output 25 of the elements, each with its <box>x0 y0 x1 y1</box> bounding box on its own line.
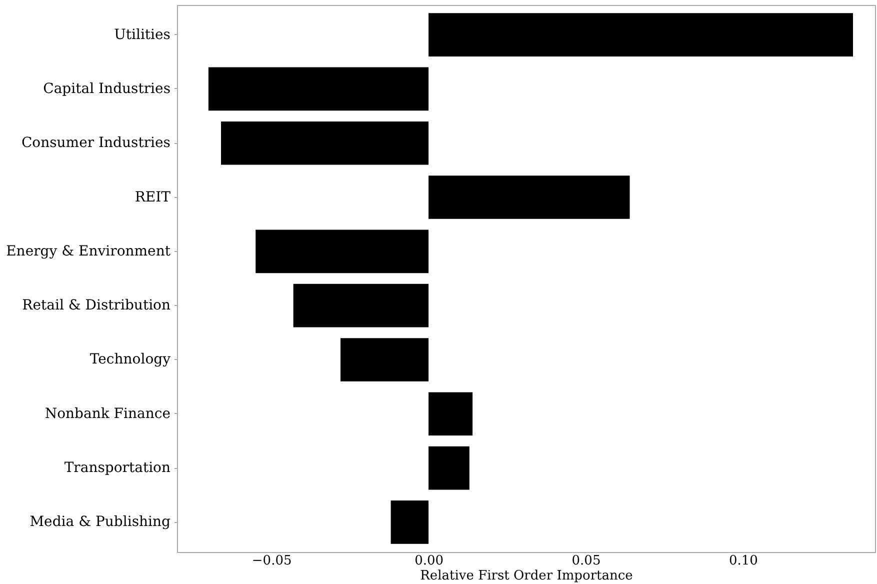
bar <box>340 338 429 382</box>
bar <box>293 284 429 328</box>
bar <box>390 500 429 544</box>
bar <box>256 230 429 274</box>
y-tick-label: Nonbank Finance <box>44 406 170 422</box>
y-tick-label: Media & Publishing <box>30 514 171 530</box>
y-tick-label: Energy & Environment <box>6 243 171 260</box>
x-tick-label: 0.10 <box>728 554 758 568</box>
bar <box>428 392 473 436</box>
x-tick-label: 0.05 <box>572 554 601 568</box>
x-axis-title: Relative First Order Importance <box>420 568 634 584</box>
bar <box>428 446 470 490</box>
bar <box>221 121 429 165</box>
y-tick-label: REIT <box>134 189 172 206</box>
y-tick-label: Technology <box>90 352 171 368</box>
bar <box>428 176 630 219</box>
y-tick-label: Transportation <box>64 460 170 476</box>
x-tick-label: −0.05 <box>252 554 292 568</box>
y-tick-label: Retail & Distribution <box>22 298 170 314</box>
y-tick-label: Utilities <box>114 26 170 43</box>
bar <box>428 13 853 56</box>
y-tick-label: Consumer Industries <box>21 135 170 152</box>
y-tick-label: Capital Industries <box>43 80 170 97</box>
bar <box>208 67 429 111</box>
x-tick-label: 0.00 <box>414 554 444 568</box>
